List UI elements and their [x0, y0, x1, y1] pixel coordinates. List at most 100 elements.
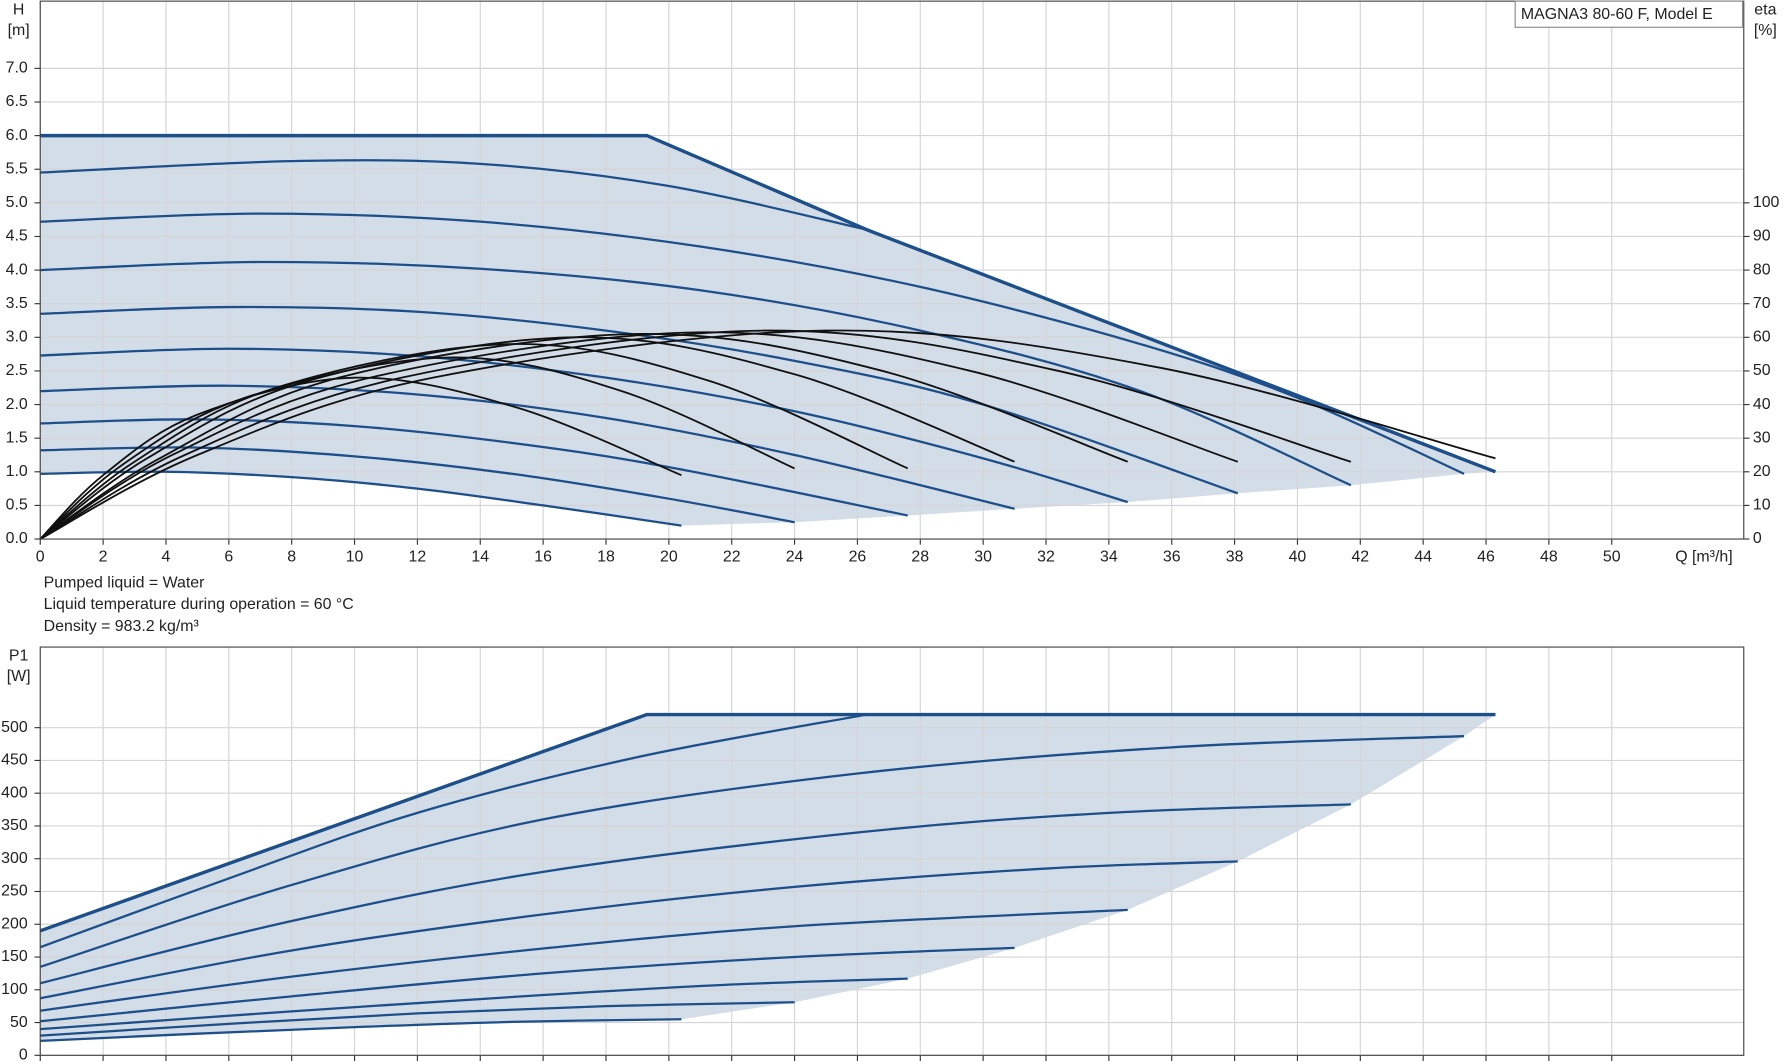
x-tick-label: 10 — [346, 548, 364, 565]
curve — [40, 1001, 795, 1037]
curve — [39, 343, 909, 540]
y-tick-label: 2.5 — [6, 362, 28, 379]
y-tick-label: 7.0 — [6, 60, 28, 77]
legend-box — [1514, 0, 1744, 28]
note: Density = 983.2 kg/m³ — [44, 618, 199, 635]
x-tick-label: 36 — [1163, 548, 1181, 565]
y-tick-label: 350 — [1, 817, 28, 834]
y-tick-label: 0.5 — [6, 497, 28, 514]
plot-border — [39, 646, 1745, 1056]
y-tick-label: 4.0 — [6, 261, 28, 278]
curve — [40, 212, 1465, 475]
note: Pumped liquid = Water — [44, 575, 205, 592]
y-tick-label: 100 — [1, 981, 28, 998]
curve — [39, 336, 1015, 540]
x-tick-label: 4 — [162, 548, 171, 565]
y-tick-label: 0 — [19, 1047, 28, 1061]
y-tick-label: 300 — [1, 850, 28, 867]
note: Liquid temperature during operation = 60… — [44, 596, 354, 613]
y2-tick-label: 100 — [1753, 194, 1780, 211]
y-tick-label: 0.0 — [6, 530, 28, 547]
y-tick-label: 5.5 — [6, 160, 28, 177]
curve — [40, 347, 1129, 504]
y2-tick-label: 60 — [1753, 329, 1771, 346]
curve — [39, 376, 682, 540]
y-tick-label: 400 — [1, 784, 28, 801]
y-tick-label: 2.0 — [6, 396, 28, 413]
legend-title: MAGNA3 80-60 F, Model E — [1521, 6, 1713, 23]
x-tick-label: 22 — [723, 548, 741, 565]
y-tick-label: 3.0 — [6, 329, 28, 346]
y-axis-label: P1 — [9, 647, 29, 664]
y2-tick-label: 50 — [1753, 362, 1771, 379]
curve — [39, 713, 868, 949]
x-tick-label: 50 — [1603, 548, 1621, 565]
curve — [39, 333, 1129, 540]
x-tick-label: 8 — [287, 548, 296, 565]
y2-tick-label: 0 — [1753, 530, 1762, 547]
y-tick-label: 1.0 — [6, 463, 28, 480]
x-axis-label: Q [m³/h] — [1675, 548, 1732, 565]
curve — [40, 305, 1239, 495]
y2-axis-label: eta — [1754, 1, 1776, 18]
x-tick-label: 44 — [1414, 548, 1432, 565]
x-tick-label: 12 — [409, 548, 427, 565]
curve — [40, 860, 1238, 1000]
curve — [39, 329, 1352, 540]
curve — [40, 1018, 682, 1043]
y-tick-label: 4.5 — [6, 228, 28, 245]
y2-tick-label: 10 — [1753, 497, 1771, 514]
y-axis-label: H — [13, 1, 24, 18]
x-tick-label: 16 — [534, 548, 552, 565]
curve — [39, 331, 1239, 540]
y-tick-label: 3.5 — [6, 295, 28, 312]
y-tick-label: 50 — [10, 1014, 28, 1031]
curve — [39, 329, 1496, 540]
operating-range — [40, 714, 1496, 1041]
y-tick-label: 5.0 — [6, 194, 28, 211]
x-tick-label: 28 — [911, 548, 929, 565]
y-tick-label: 250 — [1, 883, 28, 900]
plot-border — [39, 0, 1745, 540]
x-tick-label: 46 — [1477, 548, 1495, 565]
x-tick-label: 14 — [471, 548, 489, 565]
x-tick-label: 24 — [786, 548, 804, 565]
curve — [40, 946, 1015, 1023]
y-axis-label: [W] — [7, 668, 31, 685]
y2-tick-label: 40 — [1753, 396, 1771, 413]
y2-tick-label: 30 — [1753, 429, 1771, 446]
curve — [40, 977, 908, 1031]
y-tick-label: 450 — [1, 752, 28, 769]
y2-tick-label: 90 — [1753, 228, 1771, 245]
y-axis-label: [m] — [8, 22, 30, 39]
x-tick-label: 30 — [974, 548, 992, 565]
y-tick-label: 150 — [1, 948, 28, 965]
y2-axis-label: [%] — [1754, 22, 1777, 39]
x-tick-label: 26 — [849, 548, 867, 565]
x-tick-label: 18 — [597, 548, 615, 565]
y2-tick-label: 20 — [1753, 463, 1771, 480]
curve — [40, 260, 1352, 487]
y2-tick-label: 80 — [1753, 261, 1771, 278]
x-tick-label: 42 — [1351, 548, 1369, 565]
x-tick-label: 34 — [1100, 548, 1118, 565]
curve — [40, 446, 795, 524]
y-tick-label: 1.5 — [6, 429, 28, 446]
x-tick-label: 32 — [1037, 548, 1055, 565]
curve — [39, 735, 1465, 968]
y-tick-label: 200 — [1, 915, 28, 932]
curve — [39, 803, 1351, 985]
x-tick-label: 48 — [1540, 548, 1558, 565]
x-tick-label: 0 — [36, 548, 45, 565]
x-tick-label: 2 — [99, 548, 108, 565]
x-tick-label: 40 — [1289, 548, 1307, 565]
y-tick-label: 500 — [1, 719, 28, 736]
x-tick-label: 6 — [224, 548, 233, 565]
curve — [40, 384, 1015, 510]
curve — [39, 356, 795, 540]
curve — [39, 712, 1496, 933]
y2-tick-label: 70 — [1753, 295, 1771, 312]
curve — [40, 133, 1497, 474]
